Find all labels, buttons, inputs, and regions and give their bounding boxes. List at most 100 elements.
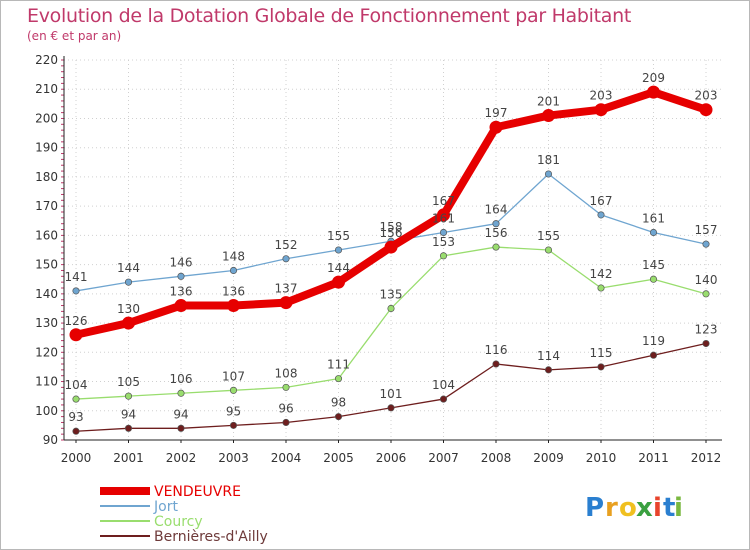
data-label-vendeuvre: 203 [695,89,718,103]
data-label-jort: 164 [485,203,508,217]
data-label-jort: 161 [642,211,665,225]
data-point-jort [124,278,133,286]
data-point-berni-res-d-ailly [387,404,395,412]
legend-label-vendeuvre: VENDEUVRE [154,484,241,500]
logo-letter: t [663,493,675,523]
data-label-vendeuvre: 167 [432,194,455,208]
legend-label-berni-res-d-ailly: Bernières-d'Ailly [154,529,268,545]
data-label-vendeuvre: 201 [537,95,560,109]
data-label-courcy: 145 [642,258,665,272]
logo-letter: o [619,493,637,523]
data-label-berni-res-d-ailly: 101 [380,387,403,401]
data-point-berni-res-d-ailly [72,427,80,435]
data-point-jort [702,240,710,248]
y-tick-label: 150 [35,258,58,272]
data-label-courcy: 140 [695,273,718,287]
data-point-courcy [229,386,238,394]
data-label-vendeuvre: 136 [170,285,193,299]
data-label-berni-res-d-ailly: 95 [226,404,241,418]
chart-subtitle: (en € et par an) [27,29,122,43]
series-layer [69,85,713,435]
data-point-berni-res-d-ailly [334,413,343,421]
data-point-jort [492,220,500,228]
data-point-courcy [492,243,500,251]
logo-letter: i [674,493,683,523]
data-label-courcy: 105 [117,375,140,389]
data-point-vendeuvre [227,299,240,313]
data-label-jort: 158 [380,220,403,234]
y-tick-label: 220 [35,53,58,67]
data-point-courcy [72,395,80,403]
data-point-berni-res-d-ailly [597,363,605,371]
data-point-berni-res-d-ailly [177,424,185,432]
x-tick-label: 2007 [428,451,459,465]
y-tick-label: 120 [35,345,58,359]
data-point-vendeuvre [489,120,503,134]
data-label-berni-res-d-ailly: 123 [695,323,718,337]
data-label-vendeuvre: 126 [65,314,88,328]
data-point-vendeuvre [384,240,398,254]
data-label-berni-res-d-ailly: 96 [278,401,293,415]
x-tick-label: 2006 [376,451,407,465]
data-label-jort: 155 [327,229,350,243]
data-label-berni-res-d-ailly: 119 [642,334,665,348]
data-label-jort: 157 [695,223,718,237]
data-label-berni-res-d-ailly: 94 [173,407,188,421]
data-point-berni-res-d-ailly [439,395,448,403]
y-tick-label: 90 [43,433,58,447]
data-label-jort: 152 [275,238,298,252]
data-label-berni-res-d-ailly: 115 [590,346,613,360]
data-point-vendeuvre [699,103,713,117]
data-point-jort [334,246,343,254]
data-label-vendeuvre: 144 [327,261,350,275]
data-point-courcy [439,252,448,260]
data-point-jort [282,255,290,263]
data-point-berni-res-d-ailly [649,351,658,359]
data-point-jort [649,228,658,237]
data-point-vendeuvre [174,299,188,313]
data-label-jort: 167 [590,194,613,208]
data-point-courcy [334,375,343,383]
data-label-courcy: 108 [275,366,298,380]
y-tick-label: 210 [35,82,58,96]
data-point-jort [544,170,553,178]
data-label-berni-res-d-ailly: 98 [331,396,346,410]
data-point-vendeuvre [647,85,660,99]
x-tick-label: 2003 [218,451,249,465]
data-label-jort: 141 [65,270,88,284]
data-label-vendeuvre: 137 [275,282,298,296]
axis-layer: 90 100 110 120 130 140 150 160 170 180 190 200 210 22… [35,53,722,465]
x-tick-label: 2010 [586,451,617,465]
x-tick-label: 2002 [166,451,197,465]
data-label-courcy: 135 [380,287,403,301]
data-point-jort [177,272,185,280]
x-tick-label: 2009 [533,451,564,465]
data-point-vendeuvre [542,109,555,123]
x-tick-label: 2001 [113,451,144,465]
data-label-courcy: 156 [485,226,508,240]
logo-letter: r [605,493,618,523]
data-point-berni-res-d-ailly [124,424,133,432]
chart-title: Evolution de la Dotation Globale de Fonc… [27,5,632,27]
data-label-berni-res-d-ailly: 93 [68,410,83,424]
y-tick-label: 160 [35,228,58,242]
data-label-courcy: 155 [537,229,560,243]
data-point-courcy [387,304,395,313]
data-label-vendeuvre: 136 [222,285,245,299]
data-label-courcy: 142 [590,267,613,281]
data-point-vendeuvre [122,316,135,330]
data-label-vendeuvre: 209 [642,71,665,85]
x-tick-label: 2005 [323,451,354,465]
data-point-courcy [544,246,553,254]
data-label-courcy: 107 [222,369,245,383]
data-label-courcy: 111 [327,358,350,372]
data-label-vendeuvre: 156 [380,226,403,240]
y-tick-label: 140 [35,287,58,301]
data-label-vendeuvre: 130 [117,302,140,316]
data-point-vendeuvre [437,208,450,222]
data-point-courcy [282,383,290,391]
data-label-courcy: 106 [170,372,193,386]
data-label-vendeuvre: 197 [485,106,508,120]
